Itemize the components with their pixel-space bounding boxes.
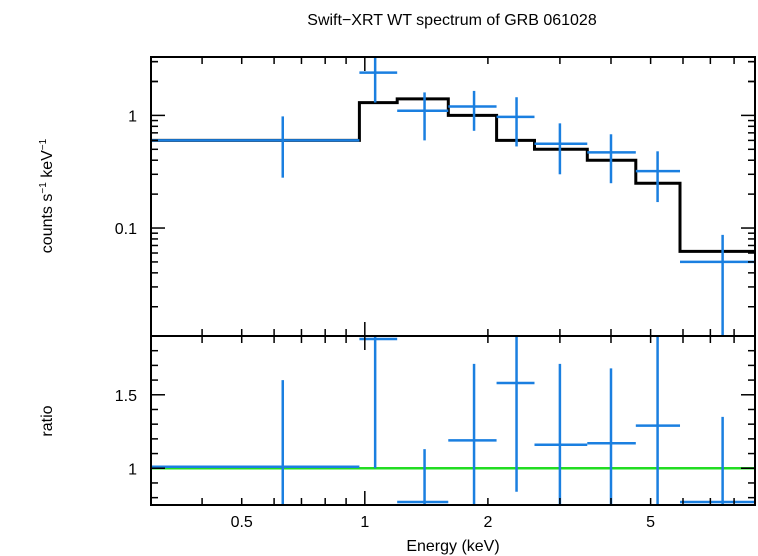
- model-curve: [151, 97, 755, 253]
- y-label-sup2: −1: [38, 138, 49, 150]
- spectrum-panel: 10.1 counts s−1 keV−1: [38, 56, 756, 337]
- spectrum-plot-frame: [150, 56, 756, 337]
- x-tick-label: 5: [646, 514, 655, 531]
- ratio-point-6: [587, 368, 636, 505]
- spectrum-y-axis-label: counts s−1 keV−1: [38, 138, 56, 253]
- ratio-axis-ticks: [150, 335, 756, 505]
- chart-title: Swift−XRT WT spectrum of GRB 061028: [307, 12, 597, 29]
- ratio-data-series: [151, 336, 755, 505]
- ratio-y-axis-label: ratio: [39, 405, 56, 436]
- spectrum-point-6: [587, 134, 636, 184]
- spectrum-point-7: [635, 151, 681, 203]
- ratio-y-tick-labels: 1.51: [115, 388, 137, 478]
- spectrum-point-0: [151, 116, 360, 178]
- ratio-point-1: [359, 336, 398, 469]
- x-tick-label: 0.5: [231, 514, 253, 531]
- ratio-point-2: [397, 449, 449, 505]
- y-label-sup1: −1: [38, 182, 49, 194]
- spectrum-point-2: [397, 92, 449, 141]
- y-tick-label: 1.5: [115, 388, 137, 405]
- y-label-mid: keV: [39, 150, 56, 182]
- spectrum-axis-ticks: [150, 57, 756, 336]
- ratio-point-7: [635, 336, 681, 505]
- ratio-point-4: [496, 336, 535, 492]
- y-tick-label: 0.1: [115, 221, 137, 238]
- x-tick-labels: 0.5 1 2 5: [231, 514, 656, 531]
- x-tick-label: 1: [360, 514, 369, 531]
- spectrum-point-5: [534, 123, 588, 175]
- spectrum-point-1: [359, 57, 398, 103]
- model-step-line: [151, 97, 755, 253]
- ratio-point-5: [534, 363, 588, 505]
- ratio-point-0: [151, 380, 360, 505]
- ratio-point-8: [680, 416, 755, 505]
- spectrum-point-3: [448, 90, 497, 131]
- spectrum-point-4: [496, 97, 535, 147]
- spectrum-point-8: [680, 234, 755, 336]
- ratio-point-3: [448, 363, 497, 505]
- x-tick-label: 2: [483, 514, 492, 531]
- ratio-plot-frame: [150, 335, 756, 506]
- ratio-panel: 1.51 0.5 1 2 5 ratio Energy (keV): [39, 335, 756, 555]
- x-axis-label: Energy (keV): [406, 538, 499, 555]
- spectrum-data-series: [151, 57, 755, 336]
- y-tick-label: 1: [128, 108, 137, 125]
- spectrum-y-tick-labels: 10.1: [115, 108, 137, 238]
- y-tick-label: 1: [128, 461, 137, 478]
- y-label-main: counts s: [39, 194, 56, 254]
